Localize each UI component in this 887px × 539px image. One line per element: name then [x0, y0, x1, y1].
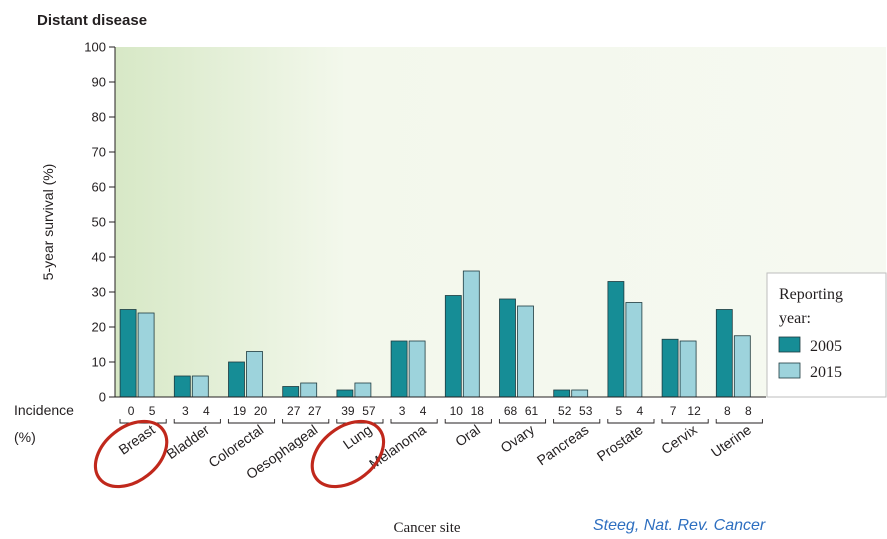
incidence-pancreas-2015: 53 — [579, 404, 593, 418]
bar-cervix-2005 — [661, 338, 679, 398]
legend-label-2015: 2015 — [810, 364, 842, 381]
incidence-bracket — [715, 419, 763, 424]
y-tick-label: 90 — [92, 75, 106, 90]
bar-prostate-2005 — [607, 281, 625, 398]
bar-colorectal-2005 — [228, 361, 245, 398]
category-label-ovary: Ovary — [497, 421, 537, 456]
y-tick-label: 60 — [92, 180, 106, 195]
bar-cervix-2015 — [679, 340, 697, 398]
incidence-colorectal-2015: 20 — [254, 404, 268, 418]
incidence-bracket — [553, 419, 601, 424]
y-tick-label: 10 — [92, 355, 106, 370]
bar-oesophageal-2005 — [282, 386, 300, 398]
y-tick-label: 100 — [84, 40, 106, 55]
incidence-lung-2015: 57 — [362, 404, 376, 418]
bar-oesophageal-2015 — [300, 382, 318, 398]
incidence-cervix-2015: 12 — [687, 404, 701, 418]
bar-melanoma-2005 — [390, 340, 408, 398]
bar-breast-2015 — [137, 312, 155, 398]
incidence-lung-2005: 39 — [341, 404, 355, 418]
category-label-uterine: Uterine — [708, 421, 754, 460]
legend-swatch-2015 — [778, 362, 801, 379]
bar-lung-2015 — [354, 382, 372, 398]
y-axis-label: 5-year survival (%) — [40, 164, 56, 281]
bar-ovary-2005 — [499, 298, 516, 398]
incidence-ovary-2015: 61 — [525, 404, 539, 418]
bar-breast-2005 — [119, 309, 137, 398]
incidence-breast-2015: 5 — [149, 404, 156, 418]
incidence-oesophageal-2005: 27 — [287, 404, 301, 418]
bar-prostate-2015 — [625, 302, 643, 398]
incidence-oral-2015: 18 — [471, 404, 485, 418]
chart-title: Distant disease — [37, 12, 147, 29]
incidence-bracket — [661, 419, 709, 424]
y-tick-label: 70 — [92, 145, 106, 160]
incidence-breast-2005: 0 — [128, 404, 135, 418]
legend-title-line-1: Reporting — [779, 286, 843, 303]
incidence-label: Incidence (%) — [14, 402, 74, 445]
bar-lung-2005 — [336, 389, 354, 398]
incidence-cervix-2005: 7 — [670, 404, 677, 418]
legend: Reporting year: 2005 2015 — [766, 272, 887, 398]
category-label-cervix: Cervix — [658, 421, 700, 457]
y-tick-label: 80 — [92, 110, 106, 125]
incidence-pancreas-2005: 52 — [558, 404, 572, 418]
y-tick-label: 20 — [92, 320, 106, 335]
incidence-uterine-2005: 8 — [724, 404, 731, 418]
category-label-prostate: Prostate — [594, 421, 646, 464]
bar-oral-2015 — [462, 270, 480, 398]
bar-ovary-2015 — [517, 305, 534, 398]
category-label-oral: Oral — [452, 421, 483, 449]
incidence-bracket — [282, 419, 330, 424]
incidence-ovary-2005: 68 — [504, 404, 518, 418]
y-tick-label: 50 — [92, 215, 106, 230]
category-label-pancreas: Pancreas — [534, 421, 592, 468]
legend-label-2005: 2005 — [810, 338, 842, 355]
highlight-circles — [93, 419, 386, 489]
bar-pancreas-2005 — [553, 389, 571, 398]
incidence-bracket — [390, 419, 438, 424]
bar-uterine-2005 — [715, 309, 733, 398]
incidence-row: 0 5 3 4 19 20 27 27 39 57 3 4 10 18 68 61 52 53 5 4 7 12 8 8 — [119, 404, 763, 424]
incidence-bladder-2015: 4 — [203, 404, 210, 418]
y-tick-label: 40 — [92, 250, 106, 265]
bar-uterine-2015 — [733, 335, 751, 398]
incidence-oesophageal-2015: 27 — [308, 404, 322, 418]
incidence-bracket — [173, 419, 221, 424]
incidence-label-line-1: Incidence — [14, 402, 74, 418]
bar-pancreas-2015 — [571, 389, 589, 398]
incidence-melanoma-2005: 3 — [399, 404, 406, 418]
incidence-colorectal-2005: 19 — [233, 404, 247, 418]
y-tick-label: 30 — [92, 285, 106, 300]
y-tick-label: 0 — [99, 390, 106, 405]
source-credit: Steeg, Nat. Rev. Cancer — [593, 517, 766, 534]
y-axis: 0 10 20 30 40 50 60 70 80 90 100 — [84, 40, 116, 405]
legend-swatch-2005 — [778, 336, 801, 353]
legend-title-line-2: year: — [779, 310, 811, 327]
bar-melanoma-2015 — [408, 340, 426, 398]
incidence-prostate-2005: 5 — [616, 404, 623, 418]
incidence-melanoma-2015: 4 — [420, 404, 427, 418]
incidence-prostate-2015: 4 — [637, 404, 644, 418]
bar-oral-2005 — [444, 295, 462, 398]
incidence-bracket — [227, 419, 276, 424]
incidence-bracket — [444, 419, 492, 424]
incidence-bracket — [607, 419, 655, 424]
highlight-circle-lung — [310, 419, 386, 489]
incidence-bladder-2005: 3 — [182, 404, 189, 418]
category-label-bladder: Bladder — [163, 421, 212, 462]
bars — [115, 270, 766, 398]
bar-colorectal-2015 — [246, 351, 263, 398]
highlight-circle-breast — [93, 419, 169, 489]
incidence-bracket — [498, 419, 547, 424]
x-axis-label: Cancer site — [393, 520, 460, 536]
incidence-label-line-2: (%) — [14, 429, 36, 445]
bar-bladder-2015 — [191, 375, 209, 398]
incidence-oral-2005: 10 — [450, 404, 464, 418]
bar-bladder-2005 — [173, 375, 191, 398]
incidence-uterine-2015: 8 — [745, 404, 752, 418]
